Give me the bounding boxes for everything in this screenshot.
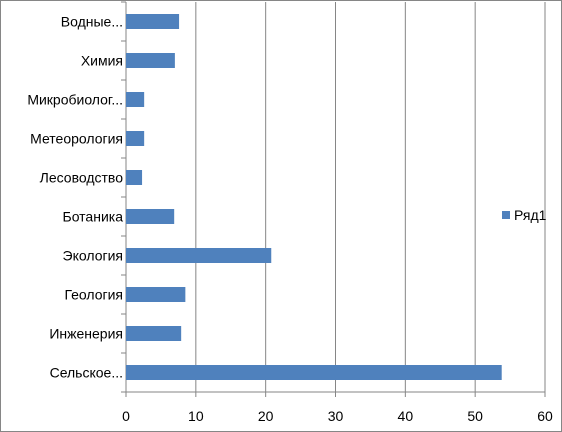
bar-2: [126, 92, 145, 107]
category-label-9: Сельское...: [50, 365, 123, 381]
category-label-8: Инженерия: [49, 326, 123, 342]
category-labels: Водные... Химия Микробиолог... Метеорология…: [27, 14, 123, 381]
bar-6: [126, 248, 272, 263]
bar-0: [126, 14, 180, 29]
x-tick-labels: 0 10 20 30 40 50 60: [122, 408, 553, 424]
axes: [121, 1, 546, 397]
x-tick-label-40: 40: [398, 408, 414, 424]
bar-7: [126, 287, 186, 302]
x-tick-label-50: 50: [467, 408, 483, 424]
x-tick-label-10: 10: [188, 408, 204, 424]
bar-5: [126, 209, 175, 224]
legend-label: Ряд1: [514, 207, 547, 223]
grid-lines: [195, 2, 546, 392]
bar-4: [126, 170, 143, 185]
bar-1: [126, 53, 175, 68]
bars: [126, 14, 502, 380]
category-label-2: Микробиолог...: [27, 92, 123, 108]
x-tick-label-20: 20: [258, 408, 274, 424]
category-label-1: Химия: [81, 53, 123, 69]
x-tick-label-60: 60: [537, 408, 553, 424]
category-label-6: Экология: [63, 248, 123, 264]
legend-swatch: [502, 211, 510, 219]
x-tick-label-0: 0: [122, 408, 130, 424]
bar-8: [126, 326, 182, 341]
category-label-3: Метеорология: [30, 131, 123, 147]
x-tick-label-30: 30: [328, 408, 344, 424]
category-label-7: Геология: [64, 287, 123, 303]
bar-3: [126, 131, 145, 146]
category-label-0: Водные...: [61, 14, 123, 30]
category-label-4: Лесоводство: [40, 170, 124, 186]
category-label-5: Ботаника: [63, 209, 124, 225]
legend: Ряд1: [502, 207, 547, 223]
bar-9: [126, 365, 502, 380]
